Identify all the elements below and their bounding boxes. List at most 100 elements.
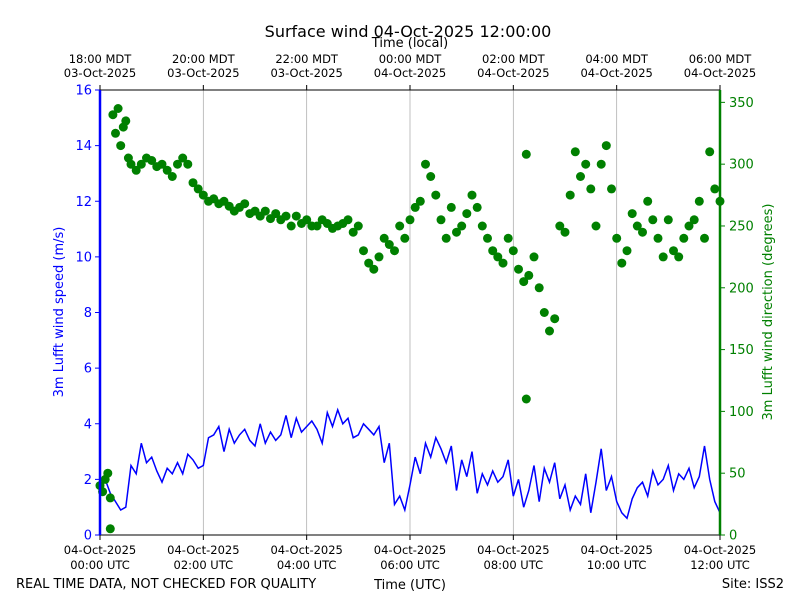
wind-direction-point (369, 264, 379, 274)
wind-direction-point (446, 202, 456, 212)
right-tick-label: 150 (729, 343, 754, 358)
wind-direction-point (147, 156, 157, 165)
top-tick-time: 22:00 MDT (275, 52, 339, 66)
wind-direction-point (395, 221, 405, 231)
left-tick-label: 6 (84, 362, 92, 377)
wind-direction-point (638, 227, 647, 237)
wind-direction-point (498, 258, 508, 268)
wind-direction-point (281, 211, 291, 221)
wind-direction-point (400, 233, 410, 243)
wind-direction-point (472, 202, 482, 212)
wind-direction-point (710, 184, 720, 194)
wind-direction-point (113, 104, 123, 113)
left-tick-label: 4 (84, 417, 92, 432)
wind-direction-point (286, 221, 296, 231)
wind-direction-point (705, 147, 715, 157)
wind-direction-point (689, 215, 699, 225)
wind-direction-point (576, 172, 585, 181)
wind-direction-point (534, 283, 544, 293)
bottom-tick-time: 06:00 UTC (380, 558, 440, 572)
wind-direction-point (384, 240, 394, 249)
wind-direction-point (586, 184, 596, 194)
bottom-axis-label: Time (UTC) (373, 578, 446, 593)
right-tick-label: 350 (729, 96, 754, 111)
wind-direction-point (550, 314, 560, 324)
wind-direction-point (374, 252, 384, 262)
wind-direction-point (601, 141, 611, 151)
wind-direction-point (679, 233, 689, 243)
wind-direction-point (136, 159, 146, 169)
wind-direction-point (663, 215, 673, 225)
wind-direction-point (581, 159, 591, 169)
wind-direction-point (524, 270, 534, 280)
wind-direction-point (612, 233, 622, 243)
wind-direction-point (312, 221, 322, 231)
wind-direction-point (560, 227, 570, 237)
wind-direction-point (488, 246, 498, 256)
wind-direction-point (188, 178, 198, 188)
wind-direction-point (643, 196, 653, 206)
wind-direction-point (348, 227, 358, 237)
wind-direction-point (493, 252, 503, 262)
wind-direction-point (162, 165, 172, 175)
wind-direction-point (436, 215, 446, 225)
top-tick-date: 04-Oct-2025 (374, 66, 446, 80)
wind-direction-point (514, 264, 523, 274)
wind-direction-point (457, 221, 467, 231)
wind-direction-point (555, 221, 565, 231)
left-tick-label: 16 (75, 84, 92, 99)
right-tick-label: 50 (729, 467, 746, 482)
wind-direction-point (591, 221, 601, 231)
bottom-tick-time: 00:00 UTC (70, 558, 130, 572)
top-tick-time: 18:00 MDT (69, 52, 133, 66)
wind-direction-point (452, 227, 461, 237)
wind-direction-point (508, 246, 518, 256)
wind-direction-point (622, 246, 632, 256)
bottom-tick-time: 10:00 UTC (587, 558, 647, 572)
left-tick-label: 0 (84, 529, 92, 544)
top-tick-date: 03-Oct-2025 (167, 66, 239, 80)
wind-direction-point (483, 233, 492, 243)
wind-direction-point (565, 190, 575, 200)
site-label: Site: ISS2 (722, 577, 784, 592)
left-tick-label: 10 (75, 250, 92, 265)
wind-direction-point (343, 215, 353, 225)
right-tick-label: 300 (729, 158, 754, 173)
wind-direction-point (521, 394, 531, 404)
wind-direction-point (359, 246, 368, 256)
wind-direction-point (545, 326, 554, 336)
top-tick-date: 03-Oct-2025 (64, 66, 136, 80)
wind-direction-point (364, 258, 374, 268)
chart-title: Surface wind 04-Oct-2025 12:00:00 (265, 22, 552, 41)
left-tick-label: 14 (75, 139, 92, 154)
wind-direction-point (596, 159, 606, 169)
wind-direction-point (431, 190, 441, 200)
wind-direction-point (426, 172, 436, 181)
wind-direction-point (669, 246, 678, 256)
wind-direction-point (674, 252, 684, 262)
bottom-tick-time: 04:00 UTC (277, 558, 337, 572)
wind-direction-point (519, 277, 529, 287)
wind-direction-point (193, 184, 203, 194)
wind-direction-point (105, 524, 115, 534)
bottom-tick-time: 02:00 UTC (174, 558, 234, 572)
wind-direction-point (539, 308, 549, 317)
wind-direction-point (291, 211, 301, 221)
wind-direction-point (198, 190, 208, 200)
wind-direction-point (126, 159, 136, 169)
top-tick-time: 06:00 MDT (689, 52, 753, 66)
top-tick-date: 04-Oct-2025 (684, 66, 756, 80)
wind-direction-point (405, 215, 415, 225)
wind-direction-point (700, 233, 709, 243)
top-tick-time: 02:00 MDT (482, 52, 546, 66)
wind-direction-point (105, 493, 115, 503)
left-axis-label: 3m Lufft wind speed (m/s) (52, 227, 67, 398)
left-tick-label: 8 (84, 306, 92, 321)
wind-direction-point (627, 209, 637, 219)
wind-direction-point (607, 184, 616, 194)
plot-series (95, 104, 725, 534)
top-tick-date: 04-Oct-2025 (580, 66, 652, 80)
wind-direction-point (271, 209, 281, 219)
